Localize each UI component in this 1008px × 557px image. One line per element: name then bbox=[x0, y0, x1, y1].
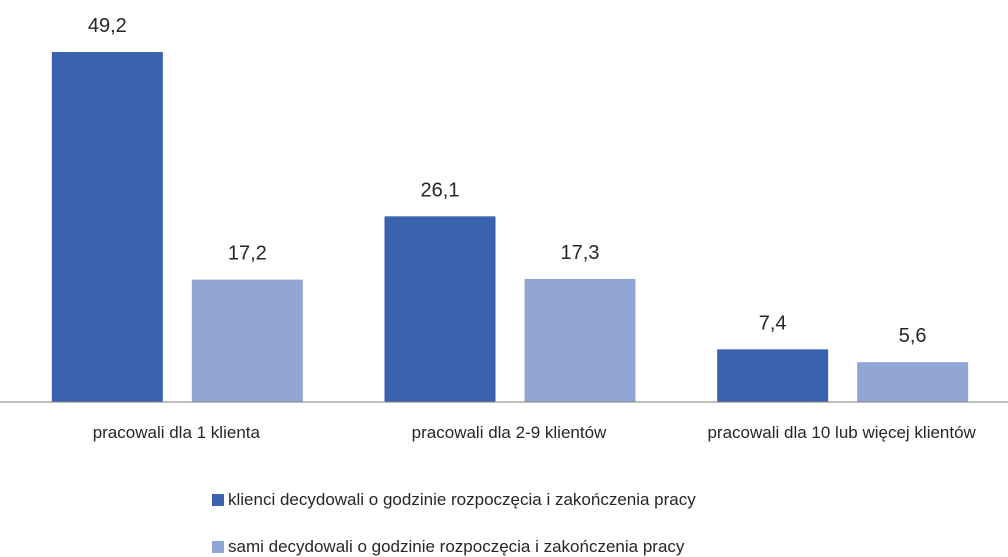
legend-item: sami decydowali o godzinie rozpoczęcia i… bbox=[212, 537, 684, 557]
legend-swatch bbox=[212, 541, 224, 553]
bar bbox=[191, 279, 303, 402]
x-tick-label: pracowali dla 10 lub więcej klientów bbox=[707, 423, 976, 442]
value-label: 49,2 bbox=[88, 15, 127, 37]
value-label: 17,2 bbox=[228, 243, 267, 265]
legend-item: klienci decydowali o godzinie rozpoczęci… bbox=[212, 490, 696, 510]
bar bbox=[717, 349, 829, 402]
value-label: 26,1 bbox=[421, 179, 460, 201]
bar bbox=[384, 216, 496, 402]
value-label: 17,3 bbox=[561, 242, 600, 264]
bar bbox=[857, 362, 969, 402]
x-tick-label: pracowali dla 1 klienta bbox=[92, 423, 260, 442]
legend-label: klienci decydowali o godzinie rozpoczęci… bbox=[228, 490, 696, 509]
bar bbox=[51, 52, 163, 402]
bar bbox=[524, 278, 636, 402]
x-tick-label: pracowali dla 2-9 klientów bbox=[411, 423, 607, 442]
legend-swatch bbox=[212, 494, 224, 506]
value-label: 7,4 bbox=[759, 312, 787, 334]
legend-label: sami decydowali o godzinie rozpoczęcia i… bbox=[228, 537, 685, 556]
value-label: 5,6 bbox=[899, 325, 927, 347]
